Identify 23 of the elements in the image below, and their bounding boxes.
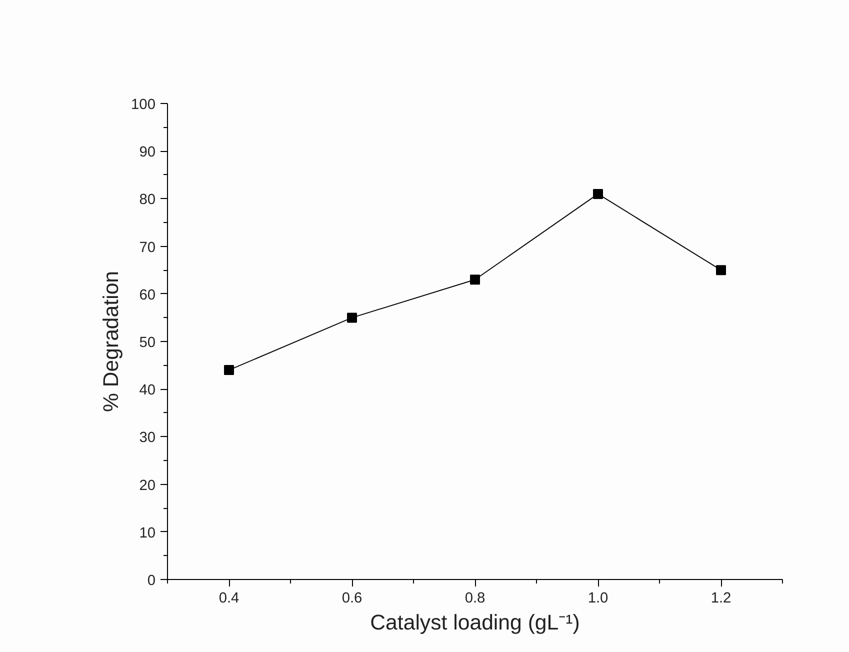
y-tick-label: 50 — [139, 335, 156, 351]
x-axis-title: Catalyst loading (gL⁻¹) — [370, 610, 580, 634]
y-axis-title: % Degradation — [99, 270, 124, 412]
point — [716, 265, 726, 276]
y-tick-label: 10 — [139, 525, 156, 542]
y-tick-label: 70 — [139, 240, 156, 256]
point — [347, 312, 357, 323]
x-tick-label: 0.8 — [464, 590, 486, 606]
y-tick-label: 0 — [147, 573, 156, 589]
y-tick-label: 90 — [139, 144, 156, 161]
x-tick-label: 0.6 — [342, 590, 362, 606]
x-tick-label: 1.0 — [588, 590, 608, 606]
x-tick-label: 0.4 — [218, 590, 240, 606]
y-tick-label: 40 — [139, 382, 156, 399]
y-tick-label: 100 — [131, 97, 156, 113]
point — [593, 188, 603, 199]
y-tick-label: 30 — [139, 430, 156, 446]
point — [224, 365, 234, 376]
y-tick-label: 80 — [139, 192, 156, 208]
point — [470, 274, 480, 285]
x-tick-label: 1.2 — [710, 590, 732, 606]
y-tick-label: 20 — [139, 478, 156, 494]
y-tick-label: 60 — [139, 287, 156, 304]
